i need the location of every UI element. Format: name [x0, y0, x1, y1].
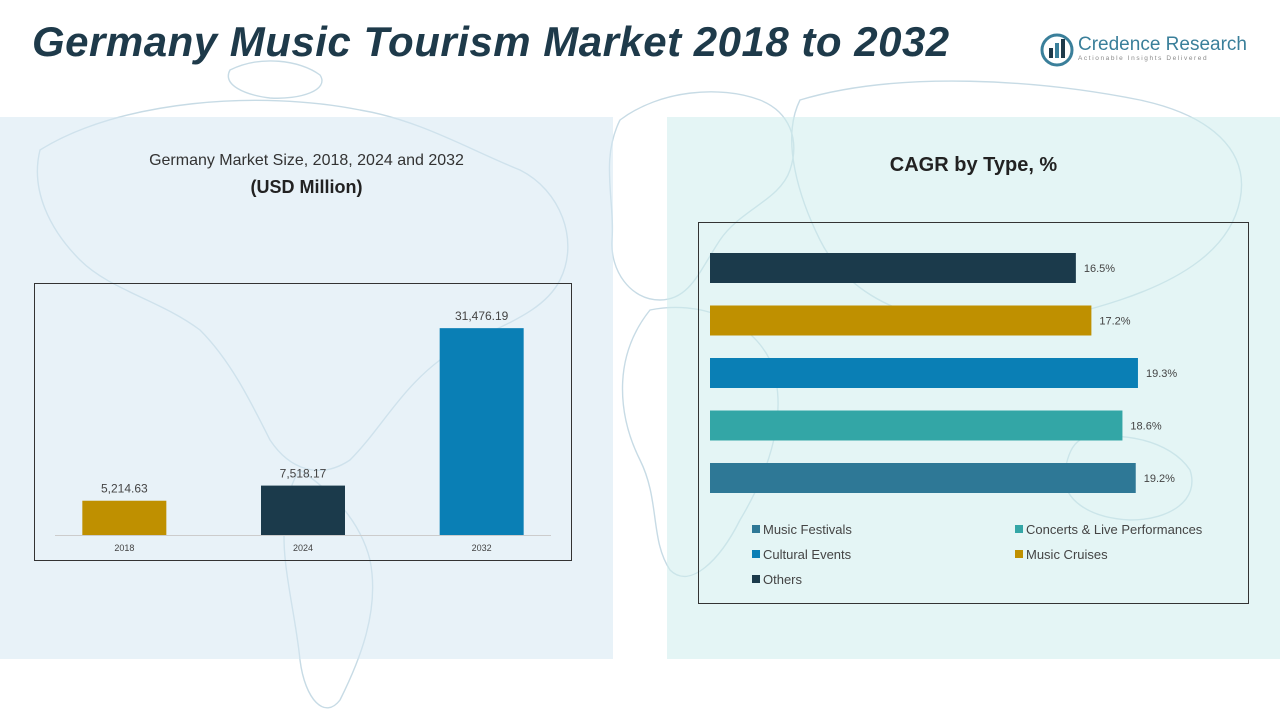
value-label-music-cruises: 17.2% [1099, 316, 1130, 328]
logo-mark-icon [1040, 32, 1074, 68]
bar-music-cruises [710, 306, 1091, 336]
cagr-chart: 16.5% 17.2% 19.3% 18.6% 19.2% Music Festivals… [698, 222, 1249, 604]
bar-2032 [440, 328, 524, 535]
market-size-chart: 5,214.63 2018 7,518.17 2024 31,476.19 2032 [34, 283, 572, 561]
bar-others [710, 253, 1076, 283]
legend-label-concerts-live-performances: Concerts & Live Performances [1026, 522, 1203, 537]
legend-swatch-music-cruises [1015, 550, 1023, 558]
value-label-concerts-live-performances: 18.6% [1130, 421, 1161, 433]
logo-name: Credence Research [1078, 34, 1247, 56]
credence-research-logo: Credence Research Actionable Insights De… [1040, 30, 1260, 70]
legend-swatch-others [752, 575, 760, 583]
market-size-title: Germany Market Size, 2018, 2024 and 2032 [0, 152, 613, 170]
page-title: Germany Music Tourism Market 2018 to 203… [32, 18, 950, 66]
cagr-title: CAGR by Type, % [667, 154, 1280, 177]
bar-2018 [82, 501, 166, 535]
value-label-cultural-events: 19.3% [1146, 368, 1177, 380]
cagr-panel: CAGR by Type, % 16.5% 17.2% 19.3% 18.6% 19.2… [667, 117, 1280, 659]
cagr-chart-svg: 16.5% 17.2% 19.3% 18.6% 19.2% Music Festivals… [699, 223, 1248, 603]
tick-label-2032: 2032 [472, 543, 492, 553]
logo-tagline: Actionable Insights Delivered [1078, 55, 1208, 62]
value-label-2024: 7,518.17 [280, 467, 327, 481]
legend-label-music-festivals: Music Festivals [763, 522, 852, 537]
tick-label-2018: 2018 [114, 543, 134, 553]
legend-swatch-concerts-live-performances [1015, 525, 1023, 533]
legend-label-cultural-events: Cultural Events [763, 547, 852, 562]
value-label-others: 16.5% [1084, 263, 1115, 275]
value-label-music-festivals: 19.2% [1144, 473, 1175, 485]
legend-label-others: Others [763, 572, 803, 587]
bar-cultural-events [710, 358, 1138, 388]
value-label-2018: 5,214.63 [101, 482, 148, 496]
bar-2024 [261, 486, 345, 535]
market-size-unit: (USD Million) [0, 177, 613, 198]
tick-label-2024: 2024 [293, 543, 313, 553]
legend-swatch-music-festivals [752, 525, 760, 533]
legend-swatch-cultural-events [752, 550, 760, 558]
legend-label-music-cruises: Music Cruises [1026, 547, 1108, 562]
bar-concerts-live-performances [710, 411, 1122, 441]
market-size-chart-svg: 5,214.63 2018 7,518.17 2024 31,476.19 2032 [35, 284, 571, 560]
bar-music-festivals [710, 463, 1136, 493]
market-size-panel: Germany Market Size, 2018, 2024 and 2032… [0, 117, 613, 659]
value-label-2032: 31,476.19 [455, 309, 509, 323]
